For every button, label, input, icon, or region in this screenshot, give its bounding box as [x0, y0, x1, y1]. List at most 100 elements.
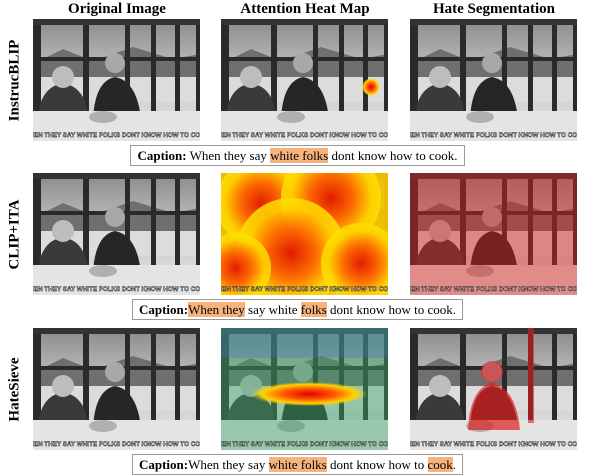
window-frame	[221, 19, 388, 25]
window-frame	[175, 19, 180, 114]
window-frame	[33, 19, 200, 25]
window-frame	[196, 328, 200, 423]
window-frame	[83, 328, 89, 423]
image: WHEN THEY SAY WHITE FOLKS DONT KNOW HOW …	[410, 173, 577, 295]
row-label-text: HateSieve	[6, 356, 23, 422]
row-label-text: InstrucBLIP	[6, 39, 23, 121]
caption-prefix: Caption:	[138, 457, 189, 472]
person-head	[293, 53, 313, 73]
person	[93, 386, 141, 428]
window-frame	[552, 173, 557, 268]
window-frame	[552, 328, 557, 423]
attention-spot	[362, 78, 380, 96]
person	[470, 77, 518, 119]
caption-box: Caption:When they say white folks dont k…	[131, 299, 464, 320]
tableware	[277, 420, 305, 432]
window-frame	[313, 328, 318, 423]
caption-text: dont know how to cook.	[328, 148, 458, 163]
window-frame	[410, 328, 418, 423]
person-head	[482, 53, 502, 73]
highlighted-word: white folks	[268, 457, 327, 472]
image: WHEN THEY SAY WHITE FOLKS DONT KNOW HOW …	[410, 19, 577, 141]
window-frame	[33, 173, 200, 179]
highlighted-word: When they	[188, 302, 245, 317]
window-frame	[384, 19, 388, 114]
caption-box: Caption:When they say white folks dont k…	[131, 454, 464, 475]
window-frame	[460, 173, 466, 268]
caption: Caption:When they say white folks dont k…	[0, 454, 595, 475]
segmentation-mask	[468, 383, 520, 430]
window-frame	[573, 19, 577, 114]
column-header: Hate Segmentation	[432, 1, 556, 17]
meme-text: WHEN THEY SAY WHITE FOLKS DONT KNOW HOW …	[33, 441, 200, 448]
tableware	[466, 265, 494, 277]
tableware	[89, 111, 117, 123]
window-frame	[33, 173, 41, 268]
person-head	[240, 66, 262, 88]
person-head	[105, 362, 125, 382]
row-label: InstrucBLIP	[0, 19, 30, 141]
image: WHEN THEY SAY WHITE FOLKS DONT KNOW HOW …	[33, 19, 200, 141]
person-head	[105, 207, 125, 227]
meme-text: WHEN THEY SAY WHITE FOLKS DONT KNOW HOW …	[221, 286, 388, 293]
window-frame	[83, 19, 89, 114]
window-frame	[502, 173, 507, 268]
caption-text: When they say	[188, 457, 269, 472]
person-head	[52, 66, 74, 88]
meme-text: WHEN THEY SAY WHITE FOLKS DONT KNOW HOW …	[221, 132, 388, 139]
window-frame	[271, 328, 277, 423]
highlighted-word: cook	[427, 457, 453, 472]
image: WHEN THEY SAY WHITE FOLKS DONT KNOW HOW …	[33, 173, 200, 295]
window-frame	[175, 328, 180, 423]
window-frame	[573, 173, 577, 268]
meme-text: WHEN THEY SAY WHITE FOLKS DONT KNOW HOW …	[410, 132, 577, 139]
window-frame	[528, 173, 533, 268]
person	[93, 77, 141, 119]
window-frame	[125, 173, 130, 268]
row-label-text: CLIP+ITA	[6, 199, 23, 269]
image: WHEN THEY SAY WHITE FOLKS DONT KNOW HOW …	[33, 328, 200, 450]
window-frame	[410, 173, 418, 268]
tableware	[277, 111, 305, 123]
image: WHEN THEY SAY WHITE FOLKS DONT KNOW HOW …	[221, 328, 388, 450]
person-head	[52, 220, 74, 242]
person-head	[429, 66, 451, 88]
window-frame	[339, 19, 344, 114]
person-head	[429, 220, 451, 242]
segmentation-mask	[528, 328, 534, 423]
window-frame	[502, 328, 507, 423]
window-frame	[460, 328, 466, 423]
window-frame	[363, 19, 368, 114]
person-head	[293, 362, 313, 382]
window-frame	[410, 328, 577, 334]
meme-text: WHEN THEY SAY WHITE FOLKS DONT KNOW HOW …	[33, 132, 200, 139]
column-header: Original Image	[68, 1, 166, 17]
window-frame	[410, 19, 418, 114]
row-label: CLIP+ITA	[0, 173, 30, 295]
attention-spot	[221, 233, 271, 295]
caption-text: When they say	[186, 148, 271, 163]
window-frame	[83, 173, 89, 268]
row-label: HateSieve	[0, 328, 30, 450]
window-frame	[552, 19, 557, 114]
window-frame	[151, 173, 156, 268]
person-head	[429, 375, 451, 397]
highlighted-word: folks	[300, 302, 327, 317]
person	[470, 231, 518, 273]
window-frame	[125, 328, 130, 423]
tableware	[89, 420, 117, 432]
window-frame	[573, 328, 577, 423]
column-header: Attention Heat Map	[240, 1, 370, 17]
caption-text: dont know how to	[326, 457, 428, 472]
person-head	[482, 207, 502, 227]
meme-text: WHEN THEY SAY WHITE FOLKS DONT KNOW HOW …	[33, 286, 200, 293]
meme-text: WHEN THEY SAY WHITE FOLKS DONT KNOW HOW …	[410, 441, 577, 448]
window-frame	[410, 173, 577, 179]
caption-box: Caption: When they say white folks dont …	[130, 145, 465, 166]
window-frame	[221, 19, 229, 114]
window-frame	[175, 173, 180, 268]
tableware	[89, 265, 117, 277]
window-frame	[271, 19, 277, 114]
window-frame	[196, 173, 200, 268]
